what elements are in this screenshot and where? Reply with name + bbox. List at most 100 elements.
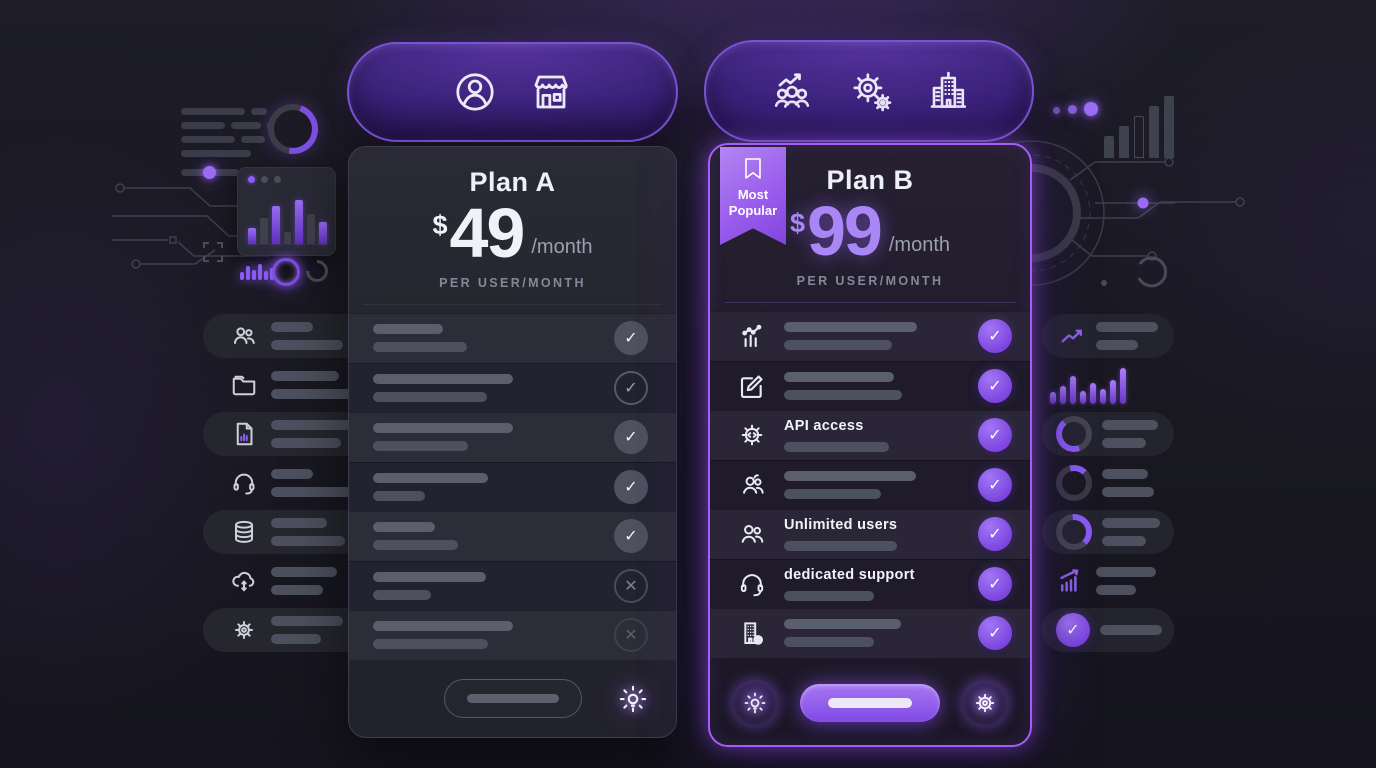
user-circle-icon <box>455 73 494 111</box>
equalizer-glow <box>240 264 274 280</box>
users-group-icon <box>736 469 768 501</box>
cloud-sync-icon <box>229 566 259 596</box>
check-circle-icon: ✓ <box>1056 613 1090 647</box>
mini-browser-chart-card <box>237 167 336 256</box>
plan-b-persona-tab[interactable] <box>704 40 1034 142</box>
feature-row: ✓ <box>349 511 676 561</box>
plan-a-footer <box>349 660 676 737</box>
feature-label: API access <box>784 418 864 435</box>
users-icon <box>736 518 768 550</box>
plan-a-card: Plan A $ 49 /month PER USER/MONTH ✓ ✓ ✓ <box>348 146 677 738</box>
currency-symbol: $ <box>789 207 805 238</box>
lightbulb-glow-icon[interactable] <box>616 682 650 716</box>
donut-chart-icon <box>1056 416 1092 452</box>
cross-icon: ✕ <box>614 618 648 653</box>
lightbulb-glow-icon <box>744 692 766 714</box>
mini-bar-chart-icon <box>1050 368 1126 404</box>
feature-row: ✓ <box>349 412 676 462</box>
feature-row: ✓ <box>349 313 676 363</box>
check-icon: ✓ <box>978 368 1012 403</box>
price-amount: 49 <box>449 194 526 272</box>
headset-icon <box>229 468 259 498</box>
building-icon <box>930 71 967 108</box>
glow-dot <box>1053 107 1060 114</box>
plan-a-title: Plan A <box>469 167 556 197</box>
chart-bars-trend-icon <box>736 320 768 352</box>
rail-item <box>1042 559 1174 603</box>
glow-dot <box>1068 105 1077 114</box>
growth-bars-arrow-icon <box>1056 566 1086 596</box>
check-icon: ✓ <box>978 319 1012 354</box>
folder-icon <box>229 370 259 400</box>
gear-glow-icon <box>975 693 995 713</box>
rail-item <box>203 363 367 407</box>
check-icon: ✓ <box>614 519 648 554</box>
storefront-icon <box>534 75 568 109</box>
check-icon: ✓ <box>614 321 648 356</box>
plan-b-title: Plan B <box>826 165 914 195</box>
mini-bar-chart <box>248 192 328 245</box>
gear-icon <box>229 615 259 645</box>
headset-icon <box>736 568 768 600</box>
plan-a-header: Plan A $ 49 /month PER USER/MONTH <box>349 147 676 313</box>
feature-row: ✓ <box>349 362 676 412</box>
ribbon-label: Most Popular <box>728 187 778 218</box>
rail-item <box>1042 314 1174 358</box>
rail-item <box>1042 510 1174 554</box>
rail-item <box>203 314 353 358</box>
check-icon: ✓ <box>614 420 648 455</box>
database-icon <box>229 517 259 547</box>
price-period: /month <box>888 233 951 256</box>
check-icon: ✓ <box>978 467 1012 502</box>
feature-row: ✓ <box>710 360 1030 410</box>
check-icon: ✓ <box>978 418 1012 453</box>
plan-b-header: Plan B $ 99 /month PER USER/MONTH <box>710 145 1030 311</box>
window-dots <box>238 168 335 183</box>
rail-item <box>203 608 353 652</box>
per-user-label: PER USER/MONTH <box>796 273 944 288</box>
circuit-lines-left <box>112 183 281 269</box>
settings-chip[interactable] <box>962 680 1008 726</box>
feature-row: ✓ <box>710 459 1030 509</box>
rail-item <box>1042 461 1174 505</box>
rail-item <box>203 461 353 505</box>
cross-icon: ✕ <box>614 568 648 603</box>
glow-dot <box>203 166 216 179</box>
feature-row: Unlimited users ✓ <box>710 509 1030 559</box>
gear-code-icon <box>736 419 768 451</box>
glow-ring <box>272 258 300 286</box>
plan-b-price: $ 99 /month <box>710 196 1030 265</box>
building-gear-icon <box>736 617 768 649</box>
donut-chart-icon <box>1056 514 1092 550</box>
gears-icon <box>853 73 892 112</box>
bookmark-icon <box>745 158 761 179</box>
price-period: /month <box>531 235 593 258</box>
feature-label: dedicated support <box>784 566 915 583</box>
donut-chart-decoration <box>268 104 318 154</box>
feature-row: ✓ <box>710 608 1030 658</box>
feature-row: ✕ <box>349 610 676 660</box>
plan-b-card: Most Popular Plan B $ 99 /month PER USER… <box>708 143 1032 747</box>
divider <box>363 304 662 305</box>
feature-row: ✓ <box>710 311 1030 361</box>
plan-b-footer <box>710 661 1030 745</box>
feature-row: ✓ <box>349 461 676 511</box>
edit-note-icon <box>736 370 768 402</box>
rail-item: ✓ <box>1042 608 1174 652</box>
check-icon: ✓ <box>978 517 1012 552</box>
check-icon: ✓ <box>978 616 1012 651</box>
lightbulb-chip[interactable] <box>732 680 778 726</box>
plan-a-cta-button[interactable] <box>443 679 582 718</box>
bar-chart-decoration <box>1104 96 1174 158</box>
users-icon <box>229 321 259 351</box>
plan-b-feature-list: ✓ ✓ API <box>710 311 1030 658</box>
donut-chart-icon <box>1056 465 1092 501</box>
team-growth-icon <box>774 73 810 108</box>
file-chart-icon <box>229 419 259 449</box>
rail-item <box>1042 412 1174 456</box>
feature-row: dedicated support ✓ <box>710 558 1030 608</box>
plan-a-persona-tab[interactable] <box>347 42 678 142</box>
glow-dot <box>1084 102 1098 116</box>
plan-b-cta-button[interactable] <box>800 684 940 722</box>
